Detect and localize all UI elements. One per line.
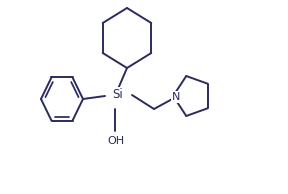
Text: N: N <box>172 92 180 102</box>
Text: Si: Si <box>113 88 123 101</box>
Text: OH: OH <box>107 136 125 146</box>
